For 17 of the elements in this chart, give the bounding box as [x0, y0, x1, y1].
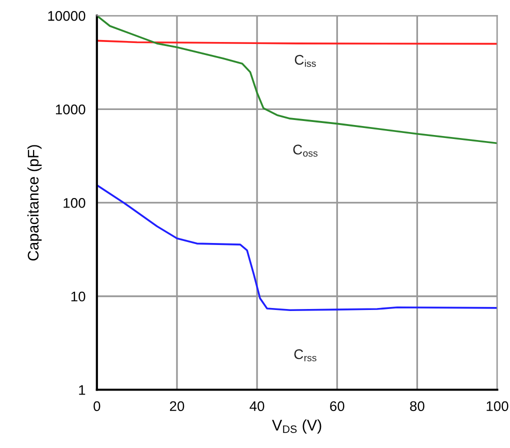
series-label: C$_{oss}$ — [293, 144, 318, 157]
y-tick-label: 10000 — [48, 11, 86, 21]
x-tick-label: 40 — [250, 401, 264, 412]
y-tick-label: 1 — [79, 385, 86, 395]
x-tick-label: 0 — [94, 401, 100, 412]
line-series — [96, 184, 498, 312]
y-tick-label: 10 — [71, 292, 86, 302]
x-tick-label: 20 — [170, 401, 184, 412]
y-axis-title: Capacitance (pF) — [27, 145, 42, 261]
x-axis-title: V$_{DS}$ (V) — [272, 419, 322, 434]
series-label: C$_{iss}$ — [294, 54, 316, 67]
y-tick-label: 100 — [64, 198, 86, 208]
x-tick-label: 60 — [330, 401, 344, 412]
x-tick-label: 100 — [486, 401, 508, 412]
x-tick-label: 80 — [410, 401, 424, 412]
text: C$_{rss}$ — [294, 349, 316, 362]
y-tick-label: 1000 — [56, 104, 86, 114]
